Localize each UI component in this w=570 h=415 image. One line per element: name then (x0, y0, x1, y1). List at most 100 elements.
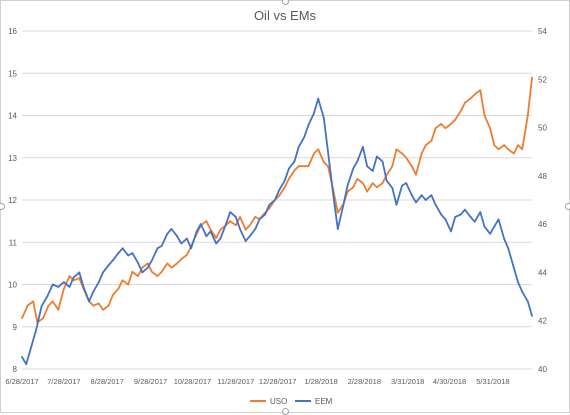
uso-point (531, 76, 533, 79)
uso-point (166, 262, 169, 265)
x-tick-label: 5/31/2018 (476, 377, 509, 386)
uso-point (366, 190, 368, 193)
uso-point (440, 123, 443, 125)
eem-point (293, 160, 296, 163)
eem-point (322, 117, 325, 119)
eem-point (517, 281, 519, 283)
eem-point (137, 261, 139, 264)
uso-point (420, 152, 423, 155)
eem-point (352, 167, 355, 170)
uso-point (107, 304, 110, 307)
uso-point (92, 304, 95, 307)
eem-point (88, 300, 90, 303)
left-axis-ticks: 8 9 10 11 12 13 14 15 16 (8, 27, 17, 374)
y-left-tick-label: 8 (13, 365, 18, 374)
eem-point (205, 235, 208, 238)
eem-point (381, 160, 384, 163)
eem-point (307, 124, 310, 127)
eem-point (297, 146, 300, 148)
eem-point (254, 228, 257, 230)
eem-point (346, 184, 349, 187)
x-tick-label: 2/28/2018 (348, 377, 381, 386)
uso-point (180, 258, 183, 261)
uso-point (327, 165, 329, 168)
eem-point (366, 165, 368, 168)
eem-point (199, 223, 202, 226)
resize-handle-bottom[interactable] (282, 408, 289, 415)
eem-point (395, 203, 398, 206)
y-right-tick-label: 48 (538, 172, 547, 181)
uso-point (464, 101, 466, 104)
resize-handle-right[interactable] (565, 203, 570, 210)
uso-point (244, 228, 247, 231)
eem-point (258, 218, 261, 221)
y-left-tick-label: 12 (8, 196, 17, 205)
legend: USO EEM (250, 397, 333, 406)
uso-point (32, 300, 35, 303)
eem-point (176, 235, 179, 238)
uso-point (526, 114, 529, 117)
eem-point (283, 179, 286, 182)
uso-point (176, 262, 179, 265)
eem-point (489, 232, 491, 235)
uso-point (47, 304, 50, 307)
eem-point (434, 203, 437, 206)
uso-point (450, 123, 452, 125)
x-tick-label: 10/28/2017 (174, 377, 212, 386)
uso-point (51, 300, 54, 303)
eem-point (127, 254, 130, 257)
eem-point (424, 199, 427, 201)
eem-point (72, 276, 75, 279)
eem-point (40, 305, 43, 308)
y-right-tick-label: 52 (538, 75, 547, 84)
uso-point (186, 254, 188, 256)
eem-point (121, 247, 124, 250)
uso-point (297, 165, 300, 168)
eem-point (459, 213, 462, 216)
uso-point (141, 266, 144, 269)
eem-point (430, 194, 433, 197)
uso-point (459, 110, 462, 113)
legend-label-uso: USO (270, 397, 287, 406)
uso-point (209, 228, 212, 231)
eem-point (342, 203, 345, 206)
eem-point (234, 216, 237, 218)
uso-point (102, 308, 104, 311)
uso-point (371, 182, 374, 185)
eem-point (444, 218, 447, 221)
uso-point (205, 220, 208, 223)
resize-handle-left[interactable] (0, 203, 5, 210)
eem-point (219, 237, 222, 240)
uso-point (521, 148, 524, 151)
eem-point (521, 290, 524, 293)
uso-point (313, 152, 315, 155)
eem-point (440, 213, 443, 216)
eem-point (151, 259, 153, 262)
eem-point (180, 242, 183, 245)
eem-point (186, 237, 188, 240)
uso-point (111, 294, 114, 296)
uso-point (489, 127, 491, 130)
eem-point (531, 315, 533, 317)
x-tick-label: 9/28/2017 (134, 377, 167, 386)
uso-point (352, 186, 355, 189)
uso-point (479, 89, 482, 92)
eem-point (166, 232, 169, 235)
uso-point (219, 228, 222, 231)
resize-handle-top[interactable] (282, 0, 289, 5)
x-tick-label: 7/28/2017 (47, 377, 80, 386)
x-tick-label: 6/28/2017 (5, 377, 38, 386)
x-tick-label: 4/30/2018 (433, 377, 466, 386)
uso-point (57, 308, 60, 311)
eem-point (362, 146, 364, 148)
eem-point (371, 170, 374, 172)
uso-point (376, 186, 378, 189)
uso-point (254, 216, 257, 218)
gridlines (22, 30, 532, 370)
uso-point (68, 275, 71, 277)
eem-point (78, 271, 81, 274)
y-left-tick-label: 14 (8, 112, 17, 121)
eem-point (92, 290, 95, 293)
eem-point (225, 223, 227, 226)
